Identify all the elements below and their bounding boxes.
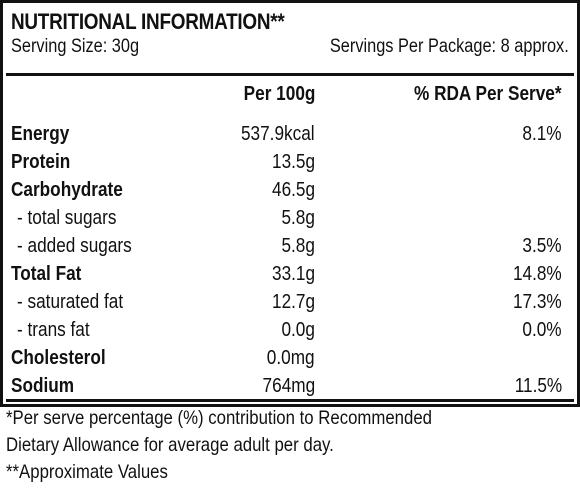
divider-bottom — [6, 399, 574, 402]
nutrient-per-100g: 33.1g — [271, 263, 315, 285]
nutrient-name: - saturated fat — [17, 291, 124, 313]
nutrient-name: Carbohydrate — [11, 179, 123, 201]
serving-info: Serving Size: 30g Servings Per Package: … — [11, 36, 569, 60]
nutrient-name: - total sugars — [17, 207, 117, 229]
nutrient-per-100g: 13.5g — [271, 151, 315, 173]
nutrient-row: - total sugars 5.8g — [11, 204, 562, 232]
panel-title: NUTRITIONAL INFORMATION** — [11, 9, 285, 34]
nutrient-per-100g: 537.9kcal — [241, 123, 315, 145]
footnote-approximate: **Approximate Values — [6, 461, 168, 483]
nutrient-row: Energy 537.9kcal 8.1% — [11, 120, 562, 148]
nutrient-rda: 11.5% — [514, 375, 562, 397]
nutrient-per-100g: 0.0mg — [267, 347, 315, 369]
nutrient-per-100g: 5.8g — [281, 207, 315, 229]
nutrient-per-100g: 12.7g — [271, 291, 315, 313]
nutrient-name: Energy — [11, 123, 70, 145]
nutrient-row: Total Fat 33.1g 14.8% — [11, 260, 562, 288]
nutrient-rda: 8.1% — [522, 123, 562, 145]
nutrient-per-100g: 5.8g — [281, 235, 315, 257]
nutrient-rda: 0.0% — [522, 319, 562, 341]
footnote-rda-continued: Dietary Allowance for average adult per … — [6, 434, 334, 456]
nutrition-panel: NUTRITIONAL INFORMATION** Serving Size: … — [0, 0, 580, 407]
nutrient-row: Protein 13.5g — [11, 148, 562, 176]
nutrient-per-100g: 46.5g — [271, 179, 315, 201]
nutrient-rda: 14.8% — [513, 263, 562, 285]
nutrient-name: - trans fat — [17, 319, 90, 341]
nutrient-row: - saturated fat 12.7g 17.3% — [11, 288, 562, 316]
nutrient-per-100g: 0.0g — [281, 319, 315, 341]
nutrient-row: Sodium 764mg 11.5% — [11, 372, 562, 400]
nutrient-row: - added sugars 5.8g 3.5% — [11, 232, 562, 260]
nutrient-row: Carbohydrate 46.5g — [11, 176, 562, 204]
nutrient-name: - added sugars — [17, 235, 132, 257]
column-header-per-100g: Per 100g — [243, 83, 315, 105]
nutrient-row: - trans fat 0.0g 0.0% — [11, 316, 562, 344]
nutrient-per-100g: 764mg — [262, 375, 315, 397]
nutrient-name: Sodium — [11, 375, 75, 397]
serving-size: Serving Size: 30g — [11, 36, 140, 57]
nutrient-row: Cholesterol 0.0mg — [11, 344, 562, 372]
nutrient-name: Total Fat — [11, 263, 82, 285]
nutrient-rda: 17.3% — [513, 291, 562, 313]
nutrient-name: Cholesterol — [11, 347, 106, 369]
divider-top — [6, 73, 574, 76]
nutrient-rows: Energy 537.9kcal 8.1% Protein 13.5g Carb… — [11, 120, 562, 400]
nutrient-rda: 3.5% — [522, 235, 562, 257]
servings-per-package: Servings Per Package: 8 approx. — [330, 36, 569, 57]
column-header-rda: % RDA Per Serve* — [414, 83, 562, 105]
footnote-rda: *Per serve percentage (%) contribution t… — [6, 407, 432, 429]
nutrient-name: Protein — [11, 151, 71, 173]
